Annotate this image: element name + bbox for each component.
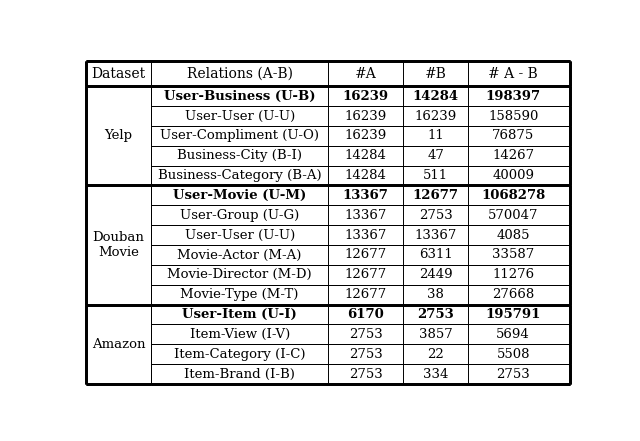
Text: Amazon: Amazon (92, 338, 145, 351)
Text: Item-Category (I-C): Item-Category (I-C) (174, 348, 305, 361)
Text: Movie-Type (M-T): Movie-Type (M-T) (180, 288, 299, 301)
Text: Business-Category (B-A): Business-Category (B-A) (158, 169, 321, 182)
Text: 6170: 6170 (347, 308, 384, 321)
Text: 334: 334 (423, 368, 449, 381)
Text: 570047: 570047 (488, 209, 538, 222)
Text: User-Item (U-I): User-Item (U-I) (182, 308, 297, 321)
Text: 13367: 13367 (342, 189, 388, 202)
Text: 5694: 5694 (496, 328, 530, 341)
Text: Dataset: Dataset (92, 67, 146, 81)
Text: 47: 47 (428, 149, 444, 162)
Text: 16239: 16239 (344, 109, 387, 123)
Text: Movie-Actor (M-A): Movie-Actor (M-A) (177, 248, 302, 262)
Text: 14284: 14284 (344, 149, 387, 162)
Text: Relations (A-B): Relations (A-B) (187, 67, 292, 81)
Text: #B: #B (425, 67, 447, 81)
Text: 13367: 13367 (415, 228, 457, 242)
Text: 2753: 2753 (349, 328, 382, 341)
Text: 22: 22 (428, 348, 444, 361)
Text: User-User (U-U): User-User (U-U) (184, 109, 295, 123)
Text: 33587: 33587 (492, 248, 534, 262)
Text: 2753: 2753 (349, 348, 382, 361)
Text: 4085: 4085 (497, 228, 530, 242)
Text: 2753: 2753 (419, 209, 452, 222)
Text: 5508: 5508 (497, 348, 530, 361)
Text: 13367: 13367 (344, 209, 387, 222)
Text: 14284: 14284 (344, 169, 387, 182)
Text: 13367: 13367 (344, 228, 387, 242)
Text: #A: #A (355, 67, 376, 81)
Text: Douban
Movie: Douban Movie (93, 231, 145, 259)
Text: 12677: 12677 (344, 248, 387, 262)
Text: Business-City (B-I): Business-City (B-I) (177, 149, 302, 162)
Text: 40009: 40009 (492, 169, 534, 182)
Text: 11276: 11276 (492, 268, 534, 281)
Text: 38: 38 (428, 288, 444, 301)
Text: Yelp: Yelp (104, 129, 132, 142)
Text: 16239: 16239 (415, 109, 457, 123)
Text: 76875: 76875 (492, 129, 534, 142)
Text: 14267: 14267 (492, 149, 534, 162)
Text: 27668: 27668 (492, 288, 534, 301)
Text: Movie-Director (M-D): Movie-Director (M-D) (167, 268, 312, 281)
Text: User-User (U-U): User-User (U-U) (184, 228, 295, 242)
Text: 12677: 12677 (344, 268, 387, 281)
Text: 11: 11 (428, 129, 444, 142)
Text: 198397: 198397 (486, 90, 541, 103)
Text: 6311: 6311 (419, 248, 452, 262)
Text: 2753: 2753 (496, 368, 530, 381)
Text: User-Business (U-B): User-Business (U-B) (164, 90, 316, 103)
Text: 12677: 12677 (413, 189, 459, 202)
Text: 14284: 14284 (413, 90, 459, 103)
Text: 511: 511 (423, 169, 448, 182)
Text: User-Movie (U-M): User-Movie (U-M) (173, 189, 307, 202)
Text: Item-Brand (I-B): Item-Brand (I-B) (184, 368, 295, 381)
Text: 16239: 16239 (342, 90, 388, 103)
Text: 1068278: 1068278 (481, 189, 545, 202)
Text: 158590: 158590 (488, 109, 538, 123)
Text: 195791: 195791 (486, 308, 541, 321)
Text: 2753: 2753 (349, 368, 382, 381)
Text: User-Compliment (U-O): User-Compliment (U-O) (160, 129, 319, 142)
Text: 2753: 2753 (417, 308, 454, 321)
Text: User-Group (U-G): User-Group (U-G) (180, 209, 300, 222)
Text: # A - B: # A - B (488, 67, 538, 81)
Text: 2449: 2449 (419, 268, 452, 281)
Text: 3857: 3857 (419, 328, 452, 341)
Text: 12677: 12677 (344, 288, 387, 301)
Text: Item-View (I-V): Item-View (I-V) (189, 328, 290, 341)
Text: 16239: 16239 (344, 129, 387, 142)
